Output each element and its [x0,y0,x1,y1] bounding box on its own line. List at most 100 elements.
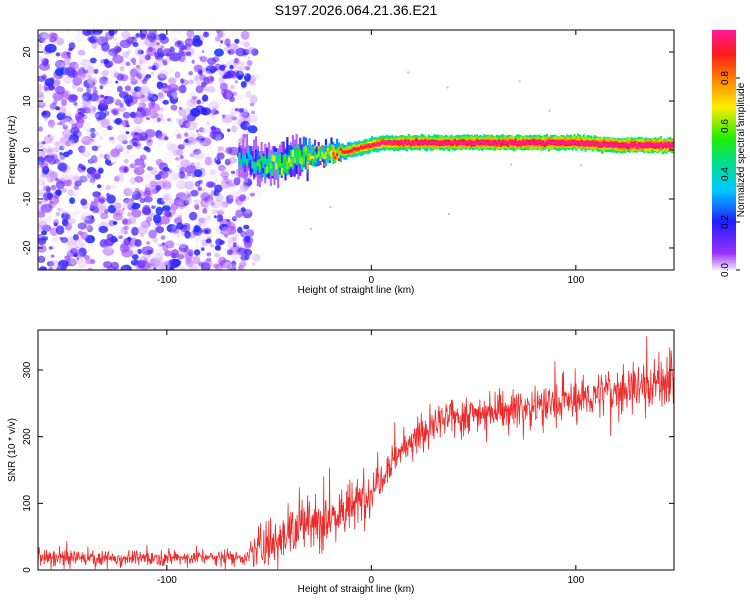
noise-blob [72,234,79,241]
snr-panel: -100 0 100 0 100 200 300 Height of straight l… [7,329,675,595]
signal-cell [341,150,344,154]
noise-blob [38,200,42,205]
noise-blob [235,209,244,218]
noise-blob [174,40,184,48]
noise-blob [509,163,513,166]
noise-blob [188,211,198,221]
noise-blob [92,106,96,112]
noise-blob [67,189,74,197]
noise-blob [194,204,200,210]
noise-blob [119,147,124,152]
signal-cell [288,145,291,164]
noise-blob [156,263,168,270]
signal-cell [402,141,405,147]
noise-blob [231,125,238,133]
signal-cell [503,141,506,145]
noise-blob [53,219,60,226]
signal-cell [556,142,559,146]
noise-blob [46,156,51,162]
noise-blob [104,205,109,210]
noise-blob [38,217,42,223]
signal-cell [451,140,455,144]
noise-blob [77,49,86,56]
noise-blob [117,134,128,143]
noise-blob [128,54,140,63]
signal-cell [463,142,466,146]
noise-blob [74,239,84,249]
signal-cell [453,140,456,144]
signal-cell [654,143,657,147]
signal-cell [483,141,486,145]
noise-blob [177,250,186,259]
noise-blob [124,85,131,92]
noise-blob [156,138,165,147]
noise-blob [48,84,56,91]
noise-blob [122,218,129,225]
noise-blob [61,188,68,193]
noise-blob [101,123,106,127]
signal-cell [380,141,383,145]
noise-blob [119,67,125,72]
noise-blob [59,120,66,126]
noise-blob [38,255,45,262]
snr-ytick-label: 100 [22,495,33,512]
signal-cell [359,145,363,149]
noise-blob [112,97,119,103]
noise-blob [175,118,181,123]
noise-blob [73,102,77,107]
noise-blob [198,233,204,238]
signal-cell [455,140,458,144]
noise-blob [99,85,104,90]
noise-blob [172,249,177,254]
noise-blob [204,70,212,77]
snr-ylabel: SNR (10 * v/v) [7,418,18,482]
noise-blob [88,215,94,220]
noise-blob [80,173,93,182]
noise-blob [38,101,46,108]
noise-blob [38,126,43,132]
noise-blob [77,114,84,121]
signal-cell [610,143,613,147]
signal-cell [404,141,407,145]
noise-blob [120,264,132,270]
noise-blob [38,177,46,187]
noise-blob [92,89,98,95]
noise-blob [193,64,203,73]
noise-blob [69,197,76,205]
noise-blob [170,104,178,111]
noise-blob [186,262,196,270]
signal-cell [466,141,469,145]
signal-cell [343,150,346,154]
noise-blob [86,86,92,93]
signal-cell [304,146,307,156]
noise-blob [91,145,99,151]
noise-blob [139,94,150,103]
noise-blob [162,210,167,216]
noise-blob [127,76,133,83]
signal-cell [647,144,650,148]
noise-blob [244,66,251,71]
noise-blob [224,143,230,149]
noise-blob [148,229,157,239]
signal-cell [407,140,410,144]
noise-blob [90,138,95,143]
noise-blob [229,263,236,269]
colorbar-tick-label: 0.0 [720,263,731,277]
noise-blob [99,94,104,98]
signal-cell [286,137,289,165]
spectrogram-ytick-label: 0 [22,147,33,153]
signal-cell [437,142,440,146]
noise-blob [40,173,46,179]
noise-blob [69,213,76,218]
noise-blob [148,66,153,70]
noise-blob [193,76,198,81]
noise-blob [127,216,137,225]
noise-blob [214,36,221,42]
noise-blob [172,83,177,89]
signal-cell [385,141,388,145]
noise-blob [82,92,92,102]
noise-blob [215,217,219,221]
noise-blob [129,198,135,202]
noise-blob [92,206,100,214]
noise-blob [112,161,117,165]
